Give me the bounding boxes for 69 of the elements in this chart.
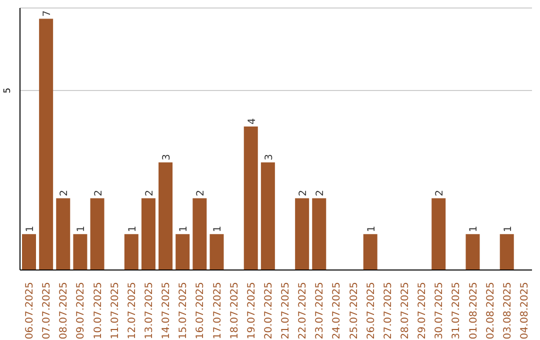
x-tick-label: 14.07.2025	[161, 282, 172, 340]
data-label: 2	[434, 190, 446, 196]
data-label: 3	[162, 154, 173, 160]
x-tick-label: 08.07.2025	[58, 282, 70, 340]
bar	[260, 162, 275, 270]
x-tick-label: 24.07.2025	[332, 282, 343, 340]
data-label: 3	[264, 154, 275, 160]
data-label: 2	[315, 190, 326, 196]
x-tick-label: 12.07.2025	[126, 282, 138, 340]
data-label: 1	[127, 226, 138, 232]
bar	[312, 198, 326, 270]
data-label: 4	[246, 118, 258, 124]
x-tick-label: 13.07.2025	[144, 282, 155, 340]
bar	[466, 234, 480, 270]
x-tick-label: 11.07.2025	[110, 282, 121, 340]
x-tick-label: 02.08.2025	[485, 282, 496, 340]
data-label: 1	[76, 226, 88, 232]
x-tick-label: 29.07.2025	[417, 282, 428, 340]
data-label: 1	[25, 226, 36, 232]
x-tick-label: 09.07.2025	[76, 282, 87, 340]
x-tick-label: 20.07.2025	[263, 282, 274, 340]
data-label: 1	[468, 226, 480, 232]
bar	[363, 234, 378, 270]
x-tick-label: 28.07.2025	[400, 282, 411, 340]
x-tick-label: 25.07.2025	[348, 282, 360, 340]
x-tick-label: 31.07.2025	[451, 282, 462, 340]
x-tick-label: 10.07.2025	[92, 282, 104, 340]
x-tick-label: 07.07.2025	[42, 282, 53, 340]
data-label: 2	[298, 190, 310, 196]
bar	[158, 162, 173, 270]
bar	[141, 198, 156, 270]
x-tick-label: 04.08.2025	[519, 282, 530, 340]
bar	[39, 18, 54, 270]
x-tick-label: 06.07.2025	[24, 282, 36, 340]
x-tick-label: 03.08.2025	[502, 282, 514, 340]
data-label: 2	[144, 190, 156, 196]
x-tick-label: 01.08.2025	[468, 282, 480, 340]
x-tick-label: 21.07.2025	[280, 282, 292, 340]
x-tick-label: 23.07.2025	[314, 282, 326, 340]
x-tick-label: 30.07.2025	[434, 282, 446, 340]
data-label: 2	[196, 190, 207, 196]
x-tick-label: 27.07.2025	[382, 282, 394, 340]
bar	[176, 234, 190, 270]
bar	[124, 234, 138, 270]
x-tick-label: 22.07.2025	[298, 282, 309, 340]
bar	[432, 198, 446, 270]
data-label: 1	[366, 226, 378, 232]
bar	[192, 198, 207, 270]
bar	[22, 234, 36, 270]
y-tick-label: 5	[3, 88, 13, 94]
data-label: 7	[42, 10, 54, 17]
bar	[73, 234, 88, 270]
bar	[244, 126, 258, 270]
bar	[500, 234, 514, 270]
data-label: 2	[59, 190, 70, 196]
bar	[90, 198, 104, 270]
bar	[295, 198, 310, 270]
data-label: 1	[502, 226, 514, 232]
x-tick-label: 18.07.2025	[229, 282, 240, 340]
x-tick-label: 19.07.2025	[246, 282, 258, 340]
bar	[210, 234, 224, 270]
bar	[56, 198, 70, 270]
x-tick-label: 15.07.2025	[178, 282, 190, 340]
data-label: 1	[212, 226, 224, 232]
x-tick-label: 26.07.2025	[366, 282, 377, 340]
data-label: 2	[93, 190, 104, 196]
x-tick-label: 16.07.2025	[195, 282, 206, 340]
x-tick-label: 17.07.2025	[212, 282, 224, 340]
data-label: 1	[178, 226, 190, 232]
